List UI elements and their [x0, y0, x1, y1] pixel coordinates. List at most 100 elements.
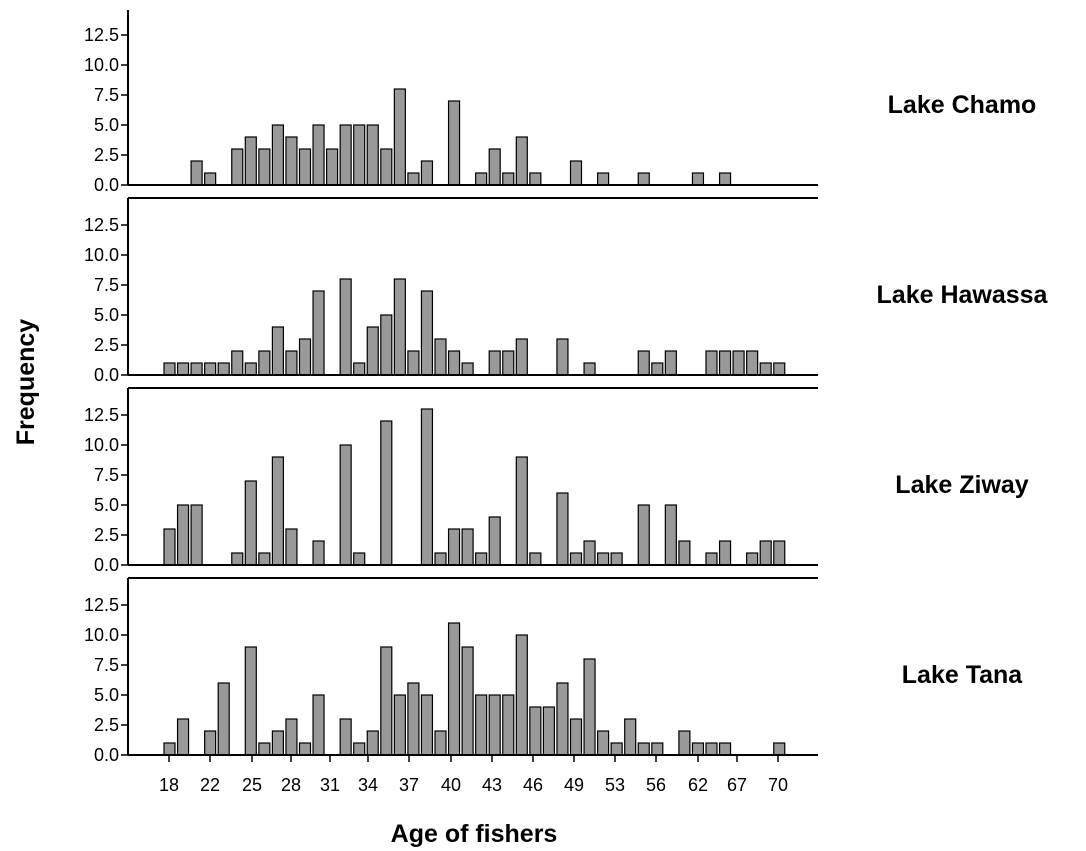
bar — [718, 172, 732, 186]
x-tick-label: 28 — [281, 775, 301, 795]
bar — [556, 338, 569, 376]
x-tick-label: 25 — [242, 775, 262, 795]
bar — [339, 278, 352, 376]
bar — [326, 148, 339, 186]
bar — [529, 706, 542, 756]
bar — [773, 362, 786, 376]
panel-lake-hawassa: 0.0 2.5 5.0 7.5 10.0 12.5 Lake Hawassa — [84, 197, 1049, 385]
x-tick-label: 22 — [200, 775, 220, 795]
y-tick-label: 5.0 — [94, 685, 119, 705]
y-tick-label: 0.0 — [94, 555, 119, 575]
bar — [651, 742, 664, 756]
bar — [488, 516, 501, 566]
bar — [285, 350, 298, 376]
bar — [596, 730, 610, 756]
bar — [298, 148, 312, 186]
bar — [664, 350, 677, 376]
bar — [759, 362, 772, 376]
bar — [637, 742, 650, 756]
bar — [366, 124, 379, 186]
bar — [393, 694, 406, 756]
y-tick-label: 5.0 — [94, 305, 119, 325]
x-tick-label: 31 — [320, 775, 340, 795]
panels: 0.0 2.5 5.0 7.5 10.0 12.5 Lake Chamo 0.0 2.5 5.0 7… — [84, 10, 1049, 765]
bar — [204, 730, 217, 756]
bar — [217, 362, 230, 376]
bar — [434, 730, 447, 756]
bar — [380, 314, 393, 376]
bar — [705, 552, 718, 566]
x-tick-label: 49 — [564, 775, 584, 795]
y-tick-label: 2.5 — [94, 145, 119, 165]
bar — [488, 350, 501, 376]
bar — [447, 100, 461, 186]
bar — [583, 362, 596, 376]
panel-lake-tana: 0.0 2.5 5.0 7.5 10.0 12.5 Lake Tana — [84, 577, 1024, 765]
bar — [569, 552, 583, 566]
bar — [380, 420, 393, 566]
x-tick-label: 34 — [358, 775, 378, 795]
bar — [339, 718, 352, 756]
bar — [732, 350, 745, 376]
y-tick-label: 5.0 — [94, 115, 119, 135]
bar — [746, 552, 759, 566]
bar — [759, 540, 772, 566]
y-tick-label: 12.5 — [84, 25, 119, 45]
bar — [624, 718, 637, 756]
y-tick-label: 12.5 — [84, 215, 119, 235]
bar — [163, 528, 176, 566]
bar — [258, 552, 271, 566]
bar — [271, 326, 284, 376]
bar — [488, 148, 501, 186]
bar — [353, 742, 366, 756]
x-axis: 18 22 25 28 31 34 37 40 43 46 49 53 56 62 67 70 — [159, 755, 788, 795]
bar — [475, 172, 488, 186]
bar — [258, 350, 271, 376]
panel-label: Lake Ziway — [895, 471, 1028, 499]
bar — [529, 552, 542, 566]
bar — [746, 350, 759, 376]
bar — [461, 646, 474, 756]
bar — [556, 682, 569, 756]
bar — [231, 552, 244, 566]
bar — [393, 88, 406, 186]
bar — [651, 362, 664, 376]
bar — [380, 646, 393, 756]
bar — [244, 480, 257, 566]
bar — [691, 172, 705, 186]
bar — [637, 350, 650, 376]
bar — [258, 148, 271, 186]
bar — [353, 362, 366, 376]
y-tick-label: 12.5 — [84, 405, 119, 425]
bar — [718, 742, 732, 756]
x-tick-label: 53 — [605, 775, 625, 795]
bar — [447, 350, 461, 376]
bar — [190, 160, 203, 186]
bar — [339, 444, 352, 566]
bar — [407, 172, 420, 186]
bar — [298, 338, 312, 376]
bar — [204, 172, 217, 186]
y-tick-label: 7.5 — [94, 655, 119, 675]
x-tick-label: 18 — [159, 775, 179, 795]
bar — [312, 124, 325, 186]
bar — [231, 350, 244, 376]
bar — [190, 362, 203, 376]
bar — [691, 742, 705, 756]
y-tick-label: 0.0 — [94, 175, 119, 195]
bar — [773, 742, 786, 756]
panel-label: Lake Hawassa — [877, 281, 1049, 309]
bar — [515, 338, 528, 376]
bar — [353, 124, 366, 186]
bar — [312, 290, 325, 376]
x-tick-label: 40 — [441, 775, 461, 795]
bar — [569, 160, 583, 186]
x-axis-title: Age of fishers — [391, 820, 558, 848]
panel-label: Lake Chamo — [888, 91, 1037, 119]
bar — [502, 172, 515, 186]
bar — [556, 492, 569, 566]
panel-label: Lake Tana — [902, 661, 1024, 689]
bar — [515, 634, 528, 756]
bar — [420, 160, 434, 186]
